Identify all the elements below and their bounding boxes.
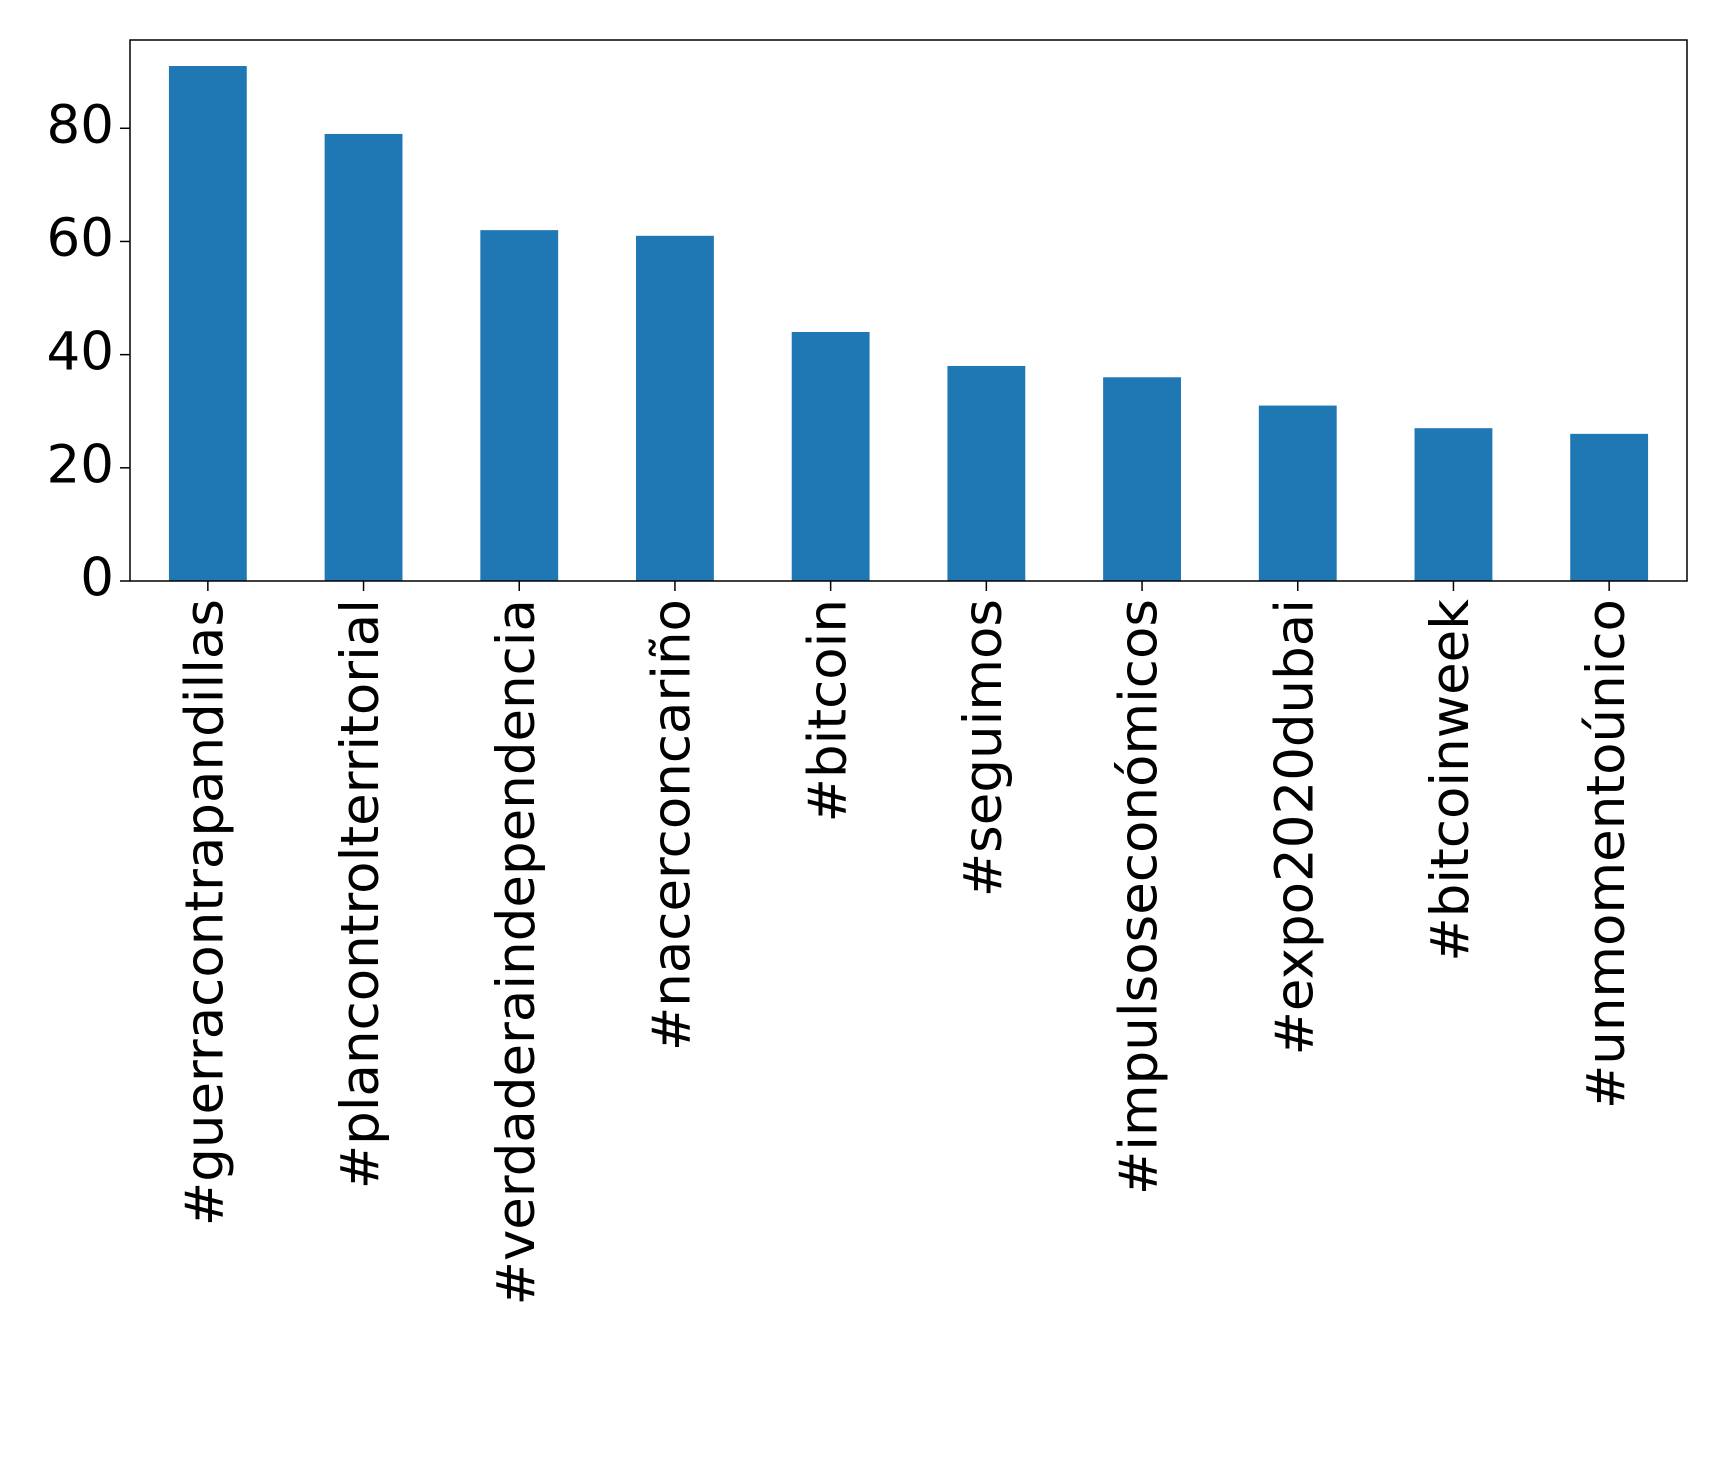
x-tick-label: #seguimos bbox=[953, 599, 1014, 897]
bar bbox=[1570, 433, 1649, 581]
x-tick-label: #bitcoinweek bbox=[1420, 599, 1481, 962]
bar bbox=[791, 332, 870, 581]
bar bbox=[1103, 377, 1181, 581]
bar bbox=[1258, 405, 1337, 581]
bar bbox=[324, 133, 403, 581]
x-tick-label: #impulsoseconómicos bbox=[1109, 599, 1170, 1195]
bar bbox=[636, 235, 714, 581]
x-tick-label: #plancontrolterritorial bbox=[330, 599, 391, 1189]
plot-frame bbox=[129, 39, 1688, 582]
bar bbox=[480, 230, 559, 581]
y-tick-label: 0 bbox=[80, 548, 114, 609]
x-tick-label: #guerracontrapandillas bbox=[174, 599, 235, 1226]
bar bbox=[168, 66, 247, 582]
bar bbox=[1414, 428, 1493, 581]
x-tick-label: #bitcoin bbox=[797, 599, 858, 822]
y-tick-label: 80 bbox=[47, 95, 114, 156]
x-tick-label: #unmomentoúnico bbox=[1576, 599, 1637, 1109]
x-tick-label: #verdaderaindependencia bbox=[486, 599, 547, 1305]
y-tick-label: 60 bbox=[47, 208, 114, 269]
x-tick-label: #nacerconcariño bbox=[642, 599, 703, 1051]
x-tick-label: #expo2020dubai bbox=[1264, 599, 1325, 1055]
bar bbox=[947, 365, 1026, 581]
y-tick-label: 40 bbox=[47, 321, 114, 382]
y-tick-label: 20 bbox=[47, 434, 114, 495]
